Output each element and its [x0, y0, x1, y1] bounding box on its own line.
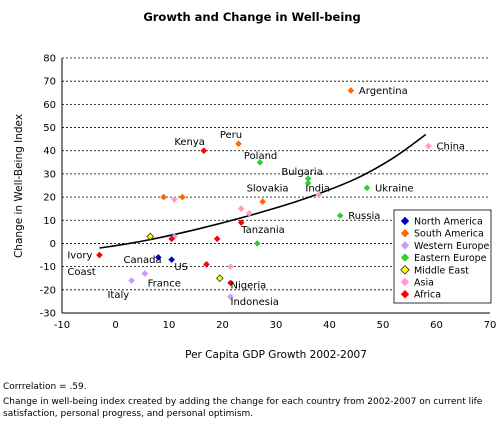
y-tick-label: -10 [40, 262, 56, 273]
legend-marker [400, 229, 410, 238]
legend-marker [400, 253, 410, 262]
legend-label: Western Europe [414, 241, 490, 252]
data-point [227, 263, 234, 270]
x-tick-label: 60 [430, 320, 443, 331]
point-label: Canada [124, 255, 162, 266]
x-tick-label: 30 [270, 320, 283, 331]
point-label: Coast [67, 267, 95, 278]
legend-label: Eastern Europe [414, 253, 487, 264]
x-tick-label: 20 [216, 320, 229, 331]
point-label: Russia [348, 211, 380, 222]
y-tick-label: 50 [43, 123, 56, 134]
y-tick-label: 80 [43, 54, 56, 65]
point-label: Peru [220, 130, 242, 141]
data-point [155, 254, 162, 261]
legend-label: Asia [414, 278, 434, 289]
data-point [141, 270, 149, 277]
point-label: Tanzania [240, 225, 285, 236]
data-point [96, 251, 103, 259]
point-label: Italy [107, 290, 129, 301]
data-point [237, 219, 245, 226]
data-point [227, 279, 234, 287]
trendline [99, 133, 427, 249]
point-label: France [148, 278, 181, 289]
trendline-curve [99, 133, 427, 249]
data-point [171, 196, 178, 203]
x-tick-label: 70 [484, 320, 497, 331]
point-label: US [174, 262, 188, 273]
data-point [253, 240, 261, 247]
data-point [259, 198, 266, 206]
point-label: Poland [244, 151, 277, 162]
data-point [146, 232, 155, 241]
y-tick-label: 30 [43, 169, 56, 180]
y-tick-label: 0 [50, 239, 56, 250]
x-tick-label: 0 [112, 320, 118, 331]
point-label: Nigeria [231, 281, 267, 292]
data-point [304, 179, 312, 187]
y-tick-label: 60 [43, 100, 56, 111]
data-point [315, 191, 323, 199]
legend-marker [400, 265, 410, 275]
data-point [425, 142, 432, 150]
data-point [304, 175, 312, 182]
x-tick-label: 10 [163, 320, 176, 331]
y-tick-label: 10 [43, 216, 56, 227]
methodology-note: Change in well-being index created by ad… [3, 397, 483, 419]
point-label: Slovakia [247, 183, 289, 194]
y-axis-label: Change in Well-Being Index [13, 114, 25, 258]
point-label: Argentina [359, 86, 408, 97]
point-label: Ukraine [375, 183, 414, 194]
y-tick-label: -20 [40, 285, 56, 296]
data-point [347, 87, 355, 94]
scatter-chart: Growth and Change in Well-being Argentin… [13, 10, 497, 361]
point-label: Indonesia [231, 297, 279, 308]
legend-label: Africa [414, 290, 441, 301]
data-point [160, 193, 167, 201]
data-point [203, 261, 210, 268]
y-tick-label: 40 [43, 146, 56, 157]
x-tick-label: -10 [54, 320, 70, 331]
legend-marker [400, 241, 410, 250]
point-label: China [437, 142, 466, 153]
data-point [245, 210, 253, 217]
point-label: India [305, 183, 330, 194]
data-point [237, 205, 245, 212]
data-point [128, 277, 135, 284]
data-point [215, 274, 224, 283]
y-tick-label: 70 [43, 77, 56, 88]
tick-labels: -30 -20 -10 0 10 20 30 40 50 60 70 80 -10 0 10 20 30 40 50… [40, 54, 497, 332]
data-point [213, 235, 221, 243]
x-axis-label: Per Capita GDP Growth 2002-2007 [185, 349, 367, 361]
y-tick-label: -30 [40, 309, 56, 320]
x-tick-label: 50 [377, 320, 390, 331]
data-point [363, 184, 371, 192]
legend-marker [400, 290, 410, 299]
data-point [336, 212, 344, 219]
point-label: Kenya [174, 137, 205, 148]
data-point [227, 293, 234, 301]
data-point [200, 147, 208, 155]
data-point [168, 256, 175, 263]
y-tick-label: 20 [43, 193, 56, 204]
point-labels: Argentina Peru Kenya Poland China Bulgaria Slo… [67, 86, 465, 308]
data-point [168, 235, 175, 243]
data-point [179, 193, 186, 201]
legend-marker [400, 216, 410, 226]
data-points [96, 87, 432, 301]
x-tick-label: 40 [323, 320, 336, 331]
legend-label: South America [414, 229, 484, 240]
point-label: Ivory [67, 251, 92, 262]
correlation-note: Corrrelation = .59. [3, 382, 87, 392]
legend-box [393, 209, 492, 304]
point-label: Bulgaria [281, 167, 322, 178]
legend-label: Middle East [414, 265, 469, 276]
legend-label: North America [414, 217, 483, 228]
data-point [235, 140, 242, 148]
chart-title: Growth and Change in Well-being [143, 10, 360, 24]
legend-marker [400, 277, 410, 287]
data-point [256, 159, 264, 166]
